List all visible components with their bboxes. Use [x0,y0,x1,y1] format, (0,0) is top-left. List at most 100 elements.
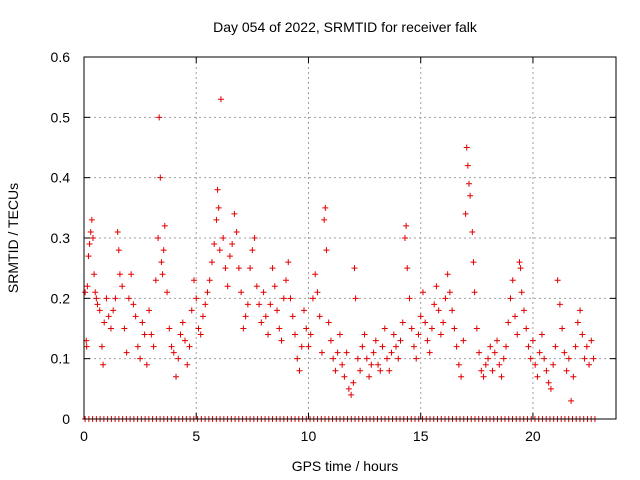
data-point [83,343,90,350]
y-tick-label: 0.4 [51,170,71,186]
data-point [98,343,105,350]
x-axis-label: GPS time / hours [292,458,399,474]
data-point [217,96,224,103]
data-point [574,319,581,326]
data-point [351,265,358,272]
tick-labels: 0 0.1 0.2 0.3 0.4 0.5 0.6 0 5 10 15 20 [51,49,541,444]
data-point [464,162,471,169]
data-point [116,271,123,278]
data-point [366,373,373,380]
data-point [89,235,96,241]
data-point [370,349,377,356]
data-point [451,325,458,332]
data-point [188,307,195,314]
data-point [119,283,126,290]
data-point [428,325,435,332]
data-point [146,307,153,314]
data-point [586,361,593,368]
data-point [195,325,202,332]
data-point [397,337,404,344]
data-point [323,247,330,254]
data-point [503,343,510,350]
data-point [193,295,200,302]
data-point [424,337,431,344]
data-point [518,289,525,296]
data-point [278,337,285,344]
data-point [305,343,312,350]
data-point [332,367,339,374]
data-point [316,313,323,320]
data-point [442,295,449,302]
x-tick-label: 20 [525,428,541,444]
data-point [577,307,584,314]
data-point [132,313,139,320]
data-point [444,271,451,278]
data-point [359,343,366,350]
data-point [440,319,447,326]
plot-frame [83,56,617,420]
data-point [345,385,352,392]
data-point [534,373,541,380]
data-point [588,337,595,344]
data-point [190,277,197,284]
data-point [494,337,501,344]
data-point [152,277,159,284]
data-point [541,355,548,362]
data-point [361,331,368,338]
data-point [222,265,229,272]
data-point [565,355,572,362]
data-point [368,361,375,368]
data-point [318,349,325,356]
data-point [478,367,485,374]
data-point [143,361,150,368]
data-point [82,289,89,296]
ticks [83,56,616,420]
data-point [253,283,260,290]
data-point [155,235,162,241]
data-point [262,313,269,320]
y-tick-label: 0.1 [51,351,71,367]
data-point [173,373,180,380]
data-point [462,210,469,217]
data-point [244,301,251,308]
data-point [403,222,410,229]
x-tick-label: 0 [80,428,88,444]
data-point [408,325,415,332]
data-point [327,337,334,344]
x-tick-label: 10 [301,428,317,444]
data-point [388,349,395,356]
data-point [229,241,236,248]
data-point [507,295,514,302]
data-point [422,319,429,326]
data-point [561,349,568,356]
data-point [339,361,346,368]
data-point [141,331,148,338]
data-point [556,301,563,308]
data-point [271,283,278,290]
data-point [325,319,332,326]
data-point [520,307,527,314]
data-point [354,355,361,362]
data-point [463,144,470,151]
data-point [211,241,218,248]
data-point [426,349,433,356]
data-point [260,289,267,296]
data-point [166,325,173,332]
data-point [292,331,299,338]
data-point [184,361,191,368]
data-point [415,331,422,338]
y-tick-label: 0.3 [51,230,71,246]
data-point [175,355,182,362]
data-point [110,307,117,314]
data-point [435,307,442,314]
data-point [583,343,590,350]
x-tick-label: 5 [192,428,200,444]
data-point [590,355,597,362]
data-point [148,331,155,338]
data-point [123,349,130,356]
data-point [100,361,107,368]
data-point [465,180,472,187]
data-point [159,271,166,278]
data-point [101,319,108,326]
data-point [298,343,305,350]
